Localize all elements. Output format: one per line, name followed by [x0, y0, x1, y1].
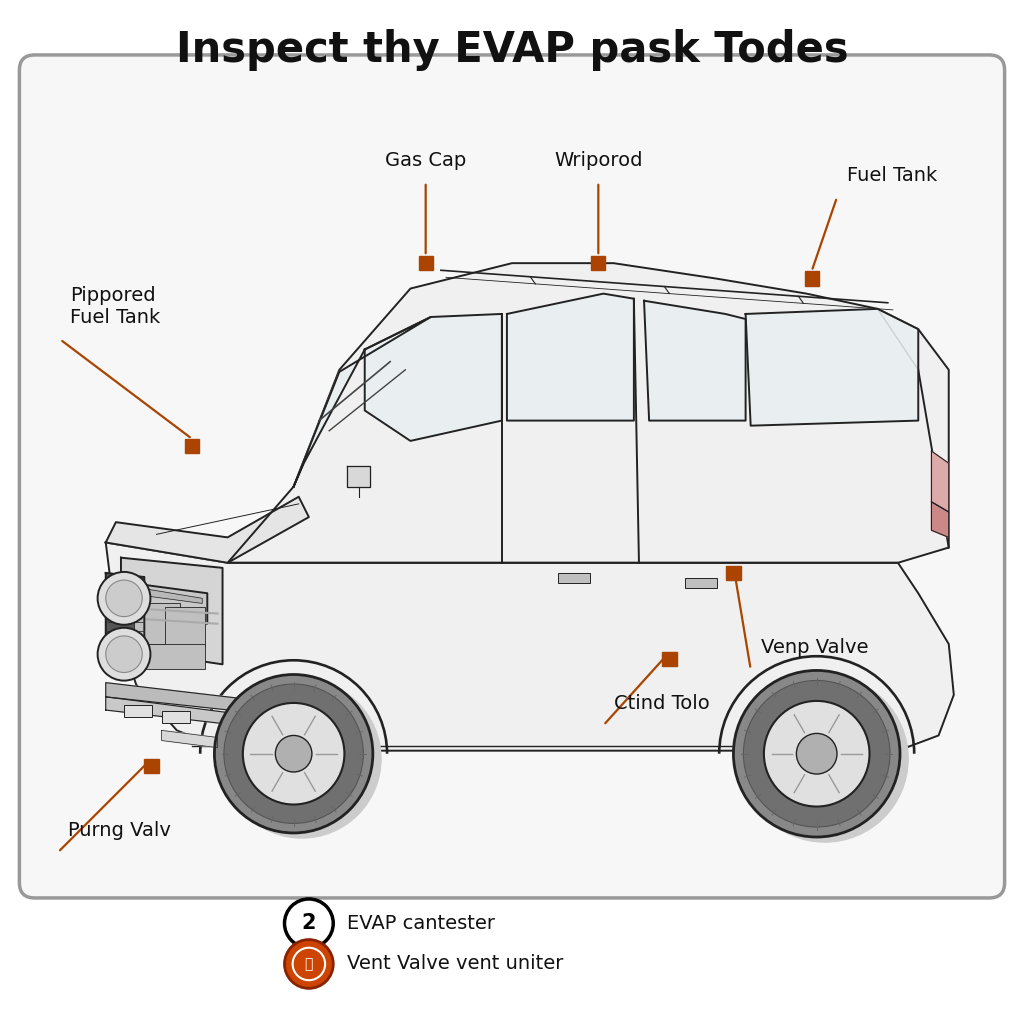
Circle shape [105, 636, 142, 673]
Circle shape [214, 675, 373, 833]
Circle shape [243, 702, 344, 805]
Text: Ctind Tolo: Ctind Tolo [613, 694, 710, 713]
Polygon shape [105, 573, 144, 659]
Circle shape [97, 628, 151, 681]
Bar [134, 644, 205, 670]
Bar [185, 439, 200, 453]
Bar [162, 711, 190, 723]
Circle shape [97, 572, 151, 625]
Bar [124, 705, 153, 717]
Circle shape [224, 684, 364, 823]
Bar [805, 271, 819, 286]
Polygon shape [365, 314, 502, 441]
Polygon shape [644, 301, 745, 421]
Circle shape [743, 680, 890, 827]
Bar [726, 566, 740, 580]
Circle shape [293, 948, 325, 980]
Bar [558, 573, 590, 583]
Polygon shape [227, 263, 949, 563]
Polygon shape [141, 588, 202, 603]
Polygon shape [121, 558, 222, 665]
Circle shape [741, 676, 908, 842]
Text: Purng Valv: Purng Valv [69, 821, 171, 840]
Bar [663, 652, 677, 667]
Polygon shape [105, 497, 309, 563]
Bar [134, 603, 180, 644]
Polygon shape [131, 583, 207, 624]
Circle shape [275, 735, 312, 772]
Text: ⧖: ⧖ [305, 957, 313, 971]
Text: Wriporod: Wriporod [554, 151, 643, 170]
Polygon shape [162, 730, 217, 748]
Circle shape [285, 940, 333, 988]
Bar [144, 759, 159, 773]
Circle shape [285, 899, 333, 948]
Circle shape [222, 680, 381, 838]
Text: Venp Valve: Venp Valve [761, 638, 868, 657]
Bar [591, 256, 605, 270]
Text: EVAP cantester: EVAP cantester [347, 913, 496, 933]
Polygon shape [105, 697, 248, 725]
Circle shape [797, 733, 837, 774]
Polygon shape [932, 451, 949, 512]
Circle shape [105, 580, 142, 616]
Circle shape [733, 671, 900, 837]
Text: Inspect thy EVAP pask Todes: Inspect thy EVAP pask Todes [176, 29, 848, 71]
Polygon shape [745, 309, 919, 426]
Bar [419, 256, 433, 270]
Polygon shape [105, 543, 953, 751]
Bar [685, 578, 717, 588]
Text: 2: 2 [302, 913, 316, 933]
Bar [165, 607, 205, 646]
Polygon shape [105, 683, 253, 712]
FancyBboxPatch shape [19, 55, 1005, 898]
Circle shape [764, 700, 869, 807]
Text: Vent Valve vent uniter: Vent Valve vent uniter [347, 954, 564, 974]
Text: Gas Cap: Gas Cap [385, 151, 466, 170]
Text: Fuel Tank: Fuel Tank [847, 166, 937, 185]
Polygon shape [507, 294, 634, 421]
Polygon shape [932, 502, 949, 538]
Polygon shape [294, 317, 431, 486]
Text: Pippored
Fuel Tank: Pippored Fuel Tank [71, 286, 161, 327]
Polygon shape [347, 466, 370, 486]
